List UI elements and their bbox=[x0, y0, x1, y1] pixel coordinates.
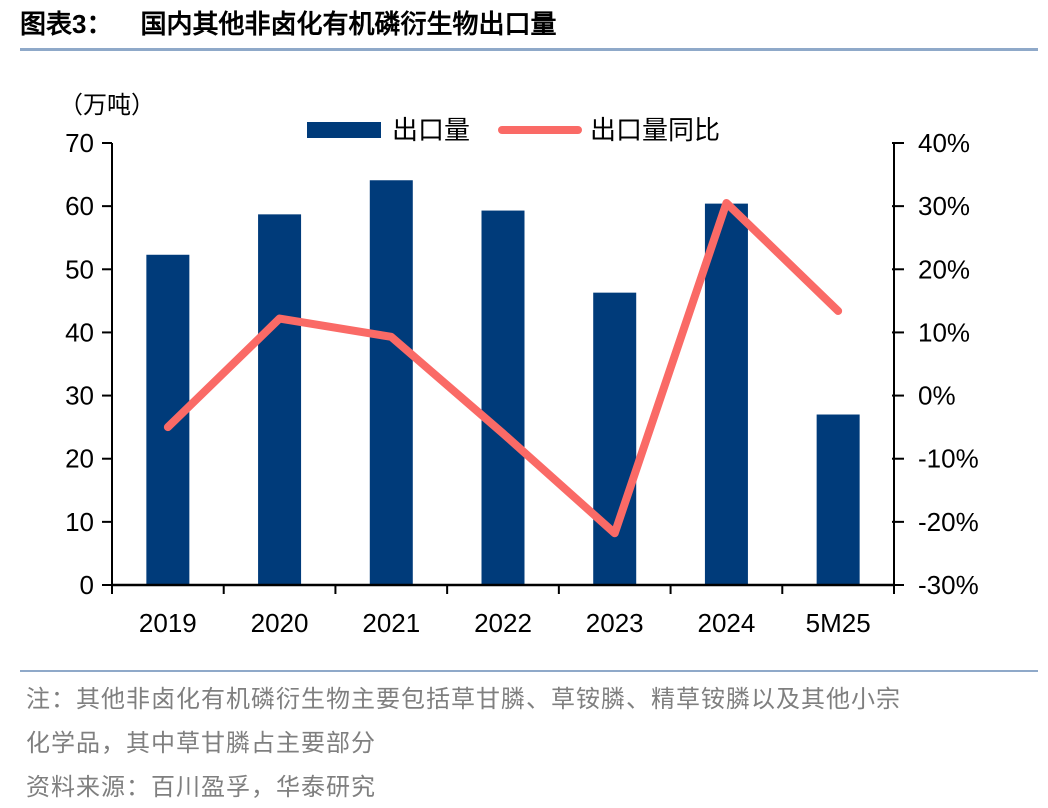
x-axis-label-2019: 2019 bbox=[139, 608, 197, 638]
yoy-line bbox=[163, 198, 843, 538]
x-axis-label-2024: 2024 bbox=[698, 608, 756, 638]
legend-label-line: 出口量同比 bbox=[590, 116, 720, 146]
bar-5M25 bbox=[816, 414, 860, 585]
left-axis-tick-label: 60 bbox=[65, 191, 94, 221]
left-axis-tick-label: 50 bbox=[65, 254, 94, 284]
legend-bar-swatch bbox=[307, 122, 381, 138]
left-axis-tick-label: 20 bbox=[65, 444, 94, 474]
bar-2024 bbox=[704, 203, 748, 586]
bar-2021 bbox=[369, 180, 413, 586]
figure-title: 国内其他非卤化有机磷衍生物出口量 bbox=[140, 9, 557, 39]
figure-number-label: 图表3： bbox=[20, 9, 113, 39]
bar-2020 bbox=[258, 214, 302, 585]
note-line-1: 注：其他非卤化有机磷衍生物主要包括草甘膦、草铵膦、精草铵膦以及其他小宗 bbox=[26, 685, 901, 713]
right-axis-tick-label: 20% bbox=[918, 254, 970, 284]
x-axis-label-5M25: 5M25 bbox=[806, 608, 871, 638]
note-line-2: 化学品，其中草甘膦占主要部分 bbox=[26, 729, 376, 757]
left-axis-tick-label: 40 bbox=[65, 317, 94, 347]
right-axis-tick-label: -10% bbox=[918, 444, 979, 474]
notes-divider bbox=[20, 670, 1038, 672]
left-axis-unit-label: （万吨） bbox=[59, 91, 155, 119]
right-axis-tick-label: -20% bbox=[918, 507, 979, 537]
x-axis-label-2021: 2021 bbox=[362, 608, 420, 638]
left-axis-tick-label: 0 bbox=[80, 570, 94, 600]
left-axis-tick-label: 10 bbox=[65, 507, 94, 537]
notes-block: 注：其他非卤化有机磷衍生物主要包括草甘膦、草铵膦、精草铵膦以及其他小宗 化学品，… bbox=[26, 677, 1032, 808]
bar-2019 bbox=[146, 254, 190, 585]
source-line: 资料来源：百川盈孚，华泰研究 bbox=[26, 773, 376, 801]
bar-2022 bbox=[481, 210, 525, 585]
bar-2023 bbox=[593, 292, 637, 585]
legend-label-bars: 出口量 bbox=[392, 116, 470, 146]
figure-header: 图表3： 国内其他非卤化有机磷衍生物出口量 bbox=[20, 8, 1038, 51]
chart-canvas: （万吨） 出口量 出口量同比 0 10 20 30 40 50 60 70 -30% -20% -10% 0… bbox=[59, 91, 979, 638]
right-axis-tick-label: 40% bbox=[918, 128, 970, 158]
right-axis-tick-label: -30% bbox=[918, 570, 979, 600]
right-axis-tick-label: 0% bbox=[918, 381, 956, 411]
right-axis-tick-label: 10% bbox=[918, 317, 970, 347]
x-axis-label-2023: 2023 bbox=[586, 608, 644, 638]
right-axis-tick-label: 30% bbox=[918, 191, 970, 221]
left-axis-tick-label: 70 bbox=[65, 128, 94, 158]
x-axis-label-2022: 2022 bbox=[474, 608, 532, 638]
left-axis-tick-label: 30 bbox=[65, 381, 94, 411]
x-axis-label-2020: 2020 bbox=[251, 608, 309, 638]
